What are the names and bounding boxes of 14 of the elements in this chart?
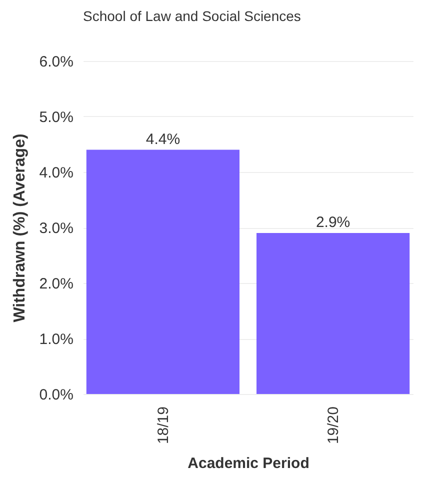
y-tick-label: 6.0% — [39, 54, 74, 70]
y-tick-label: 3.0% — [39, 220, 74, 237]
chart-title: School of Law and Social Sciences — [83, 8, 301, 24]
y-tick-label: 4.0% — [39, 164, 74, 182]
y-axis-title: Withdrawn (%) (Average) — [11, 134, 28, 322]
y-tick-label: 1.0% — [39, 331, 74, 348]
x-tick-label: 19/20 — [325, 406, 342, 444]
x-tick-label: 18/19 — [154, 406, 172, 444]
x-axis-title: Academic Period — [188, 455, 310, 472]
data-label: 4.4% — [146, 130, 180, 148]
y-tick-label: 0.0% — [39, 386, 74, 404]
y-tick-label: 5.0% — [39, 109, 74, 126]
data-label: 2.9% — [316, 214, 350, 232]
y-tick-label: 2.0% — [39, 276, 74, 292]
